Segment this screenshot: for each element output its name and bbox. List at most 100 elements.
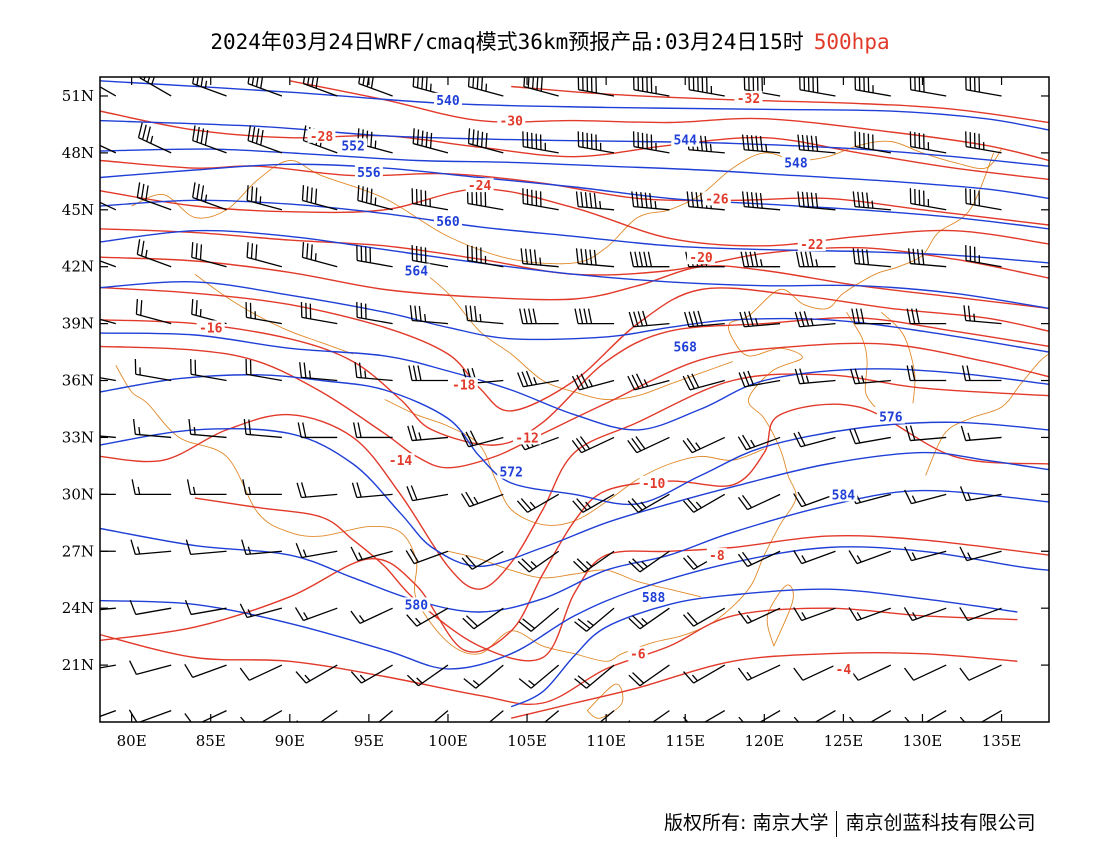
height-label-bg — [876, 409, 905, 424]
wind-barb — [409, 305, 449, 325]
wind-barb — [963, 305, 1002, 325]
temperature-contour — [100, 188, 1049, 247]
height-contour-label: 584 — [832, 488, 856, 503]
wind-barb — [793, 550, 836, 565]
wind-barb — [683, 310, 725, 328]
height-label-bg — [433, 214, 462, 229]
wind-barbs — [100, 77, 1002, 722]
wind-barb — [100, 201, 117, 211]
wind-barb — [467, 77, 504, 97]
lon-tick-label: 115E — [665, 732, 705, 750]
wind-barb — [797, 134, 836, 154]
wind-barb — [300, 302, 338, 325]
wind-barb — [461, 430, 504, 448]
wind-barb — [239, 603, 283, 619]
temperature-contour-label: -8 — [709, 549, 725, 564]
lat-tick-label: 39N — [62, 315, 94, 333]
height-label-bg — [781, 155, 810, 170]
title-level: 500hpa — [813, 30, 890, 54]
wind-barb — [571, 436, 615, 454]
wind-barb — [245, 358, 283, 382]
wind-barb — [906, 308, 947, 325]
wind-barb — [488, 710, 504, 722]
wind-barb — [185, 539, 227, 556]
height-contour-label: 552 — [341, 139, 364, 154]
lon-tick-label: 130E — [903, 732, 943, 750]
border-line — [766, 584, 794, 647]
wind-barb — [352, 422, 393, 439]
temperature-contour — [100, 607, 1018, 706]
wind-barb — [793, 431, 836, 448]
temperature-label-bg — [307, 128, 336, 143]
wind-barb — [739, 311, 781, 328]
wind-barb — [965, 131, 1002, 154]
temperature-label-bg — [513, 430, 542, 445]
contour-labels: -32 -30 -28 -26 -24 -22 -20 -18 -16 -14 -12 -10 -8 -6… — [196, 90, 905, 678]
wind-barb — [628, 664, 670, 687]
wind-barb — [851, 308, 891, 325]
lat-tick-label: 42N — [62, 258, 94, 276]
copyright-right: 南京创蓝科技有限公司 — [845, 812, 1036, 834]
wind-barb — [574, 308, 615, 325]
wind-barb — [628, 310, 670, 328]
wind-barb — [100, 493, 116, 496]
temperature-contour — [511, 652, 1018, 719]
wind-barb — [682, 664, 726, 684]
wind-barb — [965, 245, 1002, 268]
wind-barb — [294, 607, 338, 622]
lon-tick-label: 100E — [428, 732, 468, 750]
height-contour — [100, 163, 1049, 230]
wind-barb — [461, 550, 504, 570]
temperature-label-bg — [196, 320, 225, 335]
wind-barb — [737, 550, 781, 568]
wind-barb — [129, 599, 172, 616]
temperature-contour — [100, 110, 1049, 181]
wind-barb — [854, 131, 891, 154]
wind-barb — [100, 144, 117, 154]
border-line — [846, 311, 876, 408]
wind-barb — [136, 182, 172, 211]
wind-barb — [688, 77, 725, 97]
lat-tick-label: 36N — [62, 372, 94, 390]
wind-barb — [407, 425, 449, 442]
wind-barb — [627, 373, 670, 391]
wind-barb — [575, 248, 615, 268]
wind-barb — [797, 191, 836, 211]
wind-barb — [737, 607, 781, 624]
border-line — [447, 550, 702, 598]
wind-barb — [245, 302, 283, 325]
wind-barb — [577, 131, 615, 154]
wind-barb — [854, 77, 891, 97]
latitude-axis: 51N 48N 45N 42N 39N 36N 33N 30N 27N 24N 21N — [62, 87, 1049, 674]
height-contour — [100, 199, 1049, 264]
border-line — [384, 399, 765, 526]
wind-barb — [406, 607, 449, 627]
wind-barb — [129, 660, 172, 676]
wind-barb — [463, 664, 504, 689]
wind-barb — [737, 493, 781, 511]
temperature-contour-label: -24 — [468, 179, 492, 194]
wind-barb — [408, 365, 448, 382]
wind-barb — [738, 370, 781, 388]
wind-barb — [350, 607, 393, 624]
wind-barb — [247, 125, 283, 154]
wind-barb — [793, 664, 836, 681]
temperature-contour-label: -30 — [499, 115, 523, 130]
wind-barb — [682, 493, 726, 513]
wind-barb — [628, 607, 670, 630]
wind-barb — [737, 434, 781, 451]
lat-tick-label: 48N — [62, 144, 94, 162]
wind-barb — [737, 664, 781, 681]
wind-barb — [793, 710, 836, 722]
wind-barb — [850, 368, 891, 385]
wind-barb — [191, 242, 227, 268]
wind-barb — [518, 607, 560, 632]
temperature-label-bg — [706, 548, 727, 563]
height-contour-label: 576 — [879, 411, 903, 426]
wind-barb — [295, 664, 338, 684]
wind-barb — [904, 546, 947, 562]
wind-barb — [795, 251, 836, 268]
wind-barb — [132, 419, 172, 439]
height-label-bg — [339, 138, 368, 153]
wind-barb — [741, 134, 781, 154]
